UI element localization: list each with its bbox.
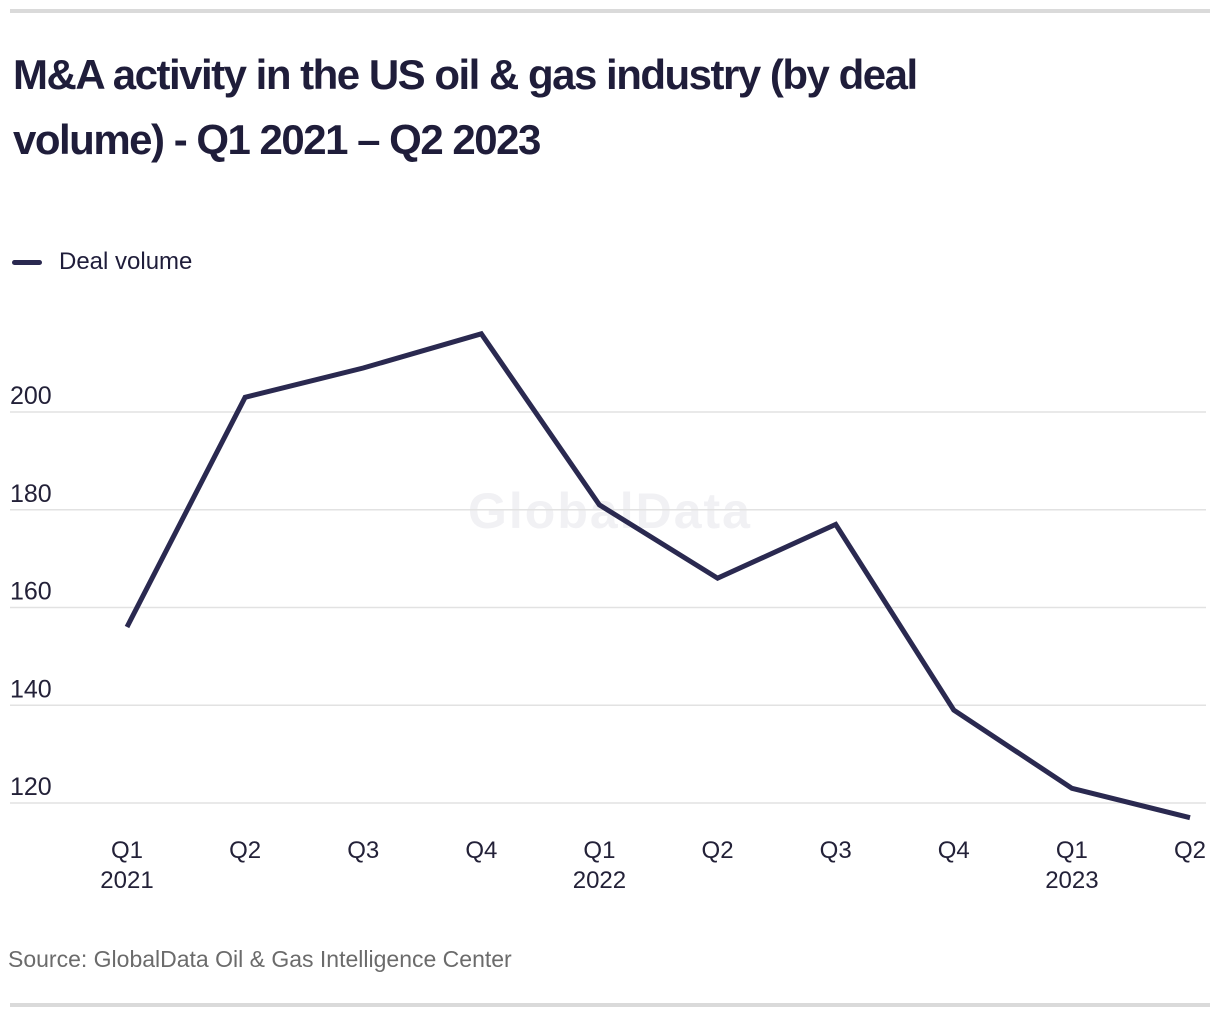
x-axis-tick-label: Q1 (583, 837, 615, 864)
top-divider (10, 9, 1210, 13)
x-axis-year-label: 2021 (100, 867, 153, 894)
y-axis-tick-label: 140 (10, 675, 52, 703)
x-axis-tick-label: Q2 (1174, 837, 1206, 864)
x-axis-tick-label: Q1 (1056, 837, 1088, 864)
x-axis-labels: Q1 Q2 Q3 Q4 Q1 Q2 Q3 Q4 Q1 Q2 2021 2022 2023 (100, 837, 1206, 894)
legend-label: Deal volume (59, 248, 193, 275)
x-axis-year-label: 2022 (573, 867, 626, 894)
x-axis-tick-label: Q2 (229, 837, 261, 864)
x-axis-tick-label: Q4 (465, 837, 497, 864)
chart-title: M&A activity in the US oil & gas industr… (13, 42, 918, 172)
x-axis-tick-label: Q1 (111, 837, 143, 864)
y-axis-tick-label: 180 (10, 480, 52, 508)
x-axis-tick-label: Q4 (938, 837, 970, 864)
y-axis-tick-label: 200 (10, 382, 52, 410)
x-axis-tick-label: Q3 (347, 837, 379, 864)
y-axis-tick-label: 120 (10, 773, 52, 801)
legend-line-swatch (12, 259, 42, 265)
chart-title-line1: M&A activity in the US oil & gas industr… (13, 51, 918, 98)
x-axis-year-label: 2023 (1045, 867, 1098, 894)
y-axis-tick-label: 160 (10, 578, 52, 606)
bottom-divider (10, 1003, 1210, 1007)
chart-title-line2: volume) - Q1 2021 – Q2 2023 (13, 116, 541, 163)
deal-volume-line (124, 330, 1191, 821)
x-axis-tick-label: Q3 (820, 837, 852, 864)
source-caption: Source: GlobalData Oil & Gas Intelligenc… (8, 946, 512, 972)
x-axis-tick-label: Q2 (702, 837, 734, 864)
gridlines: 120 140 160 180 200 (10, 382, 1206, 804)
legend: Deal volume (12, 248, 193, 275)
